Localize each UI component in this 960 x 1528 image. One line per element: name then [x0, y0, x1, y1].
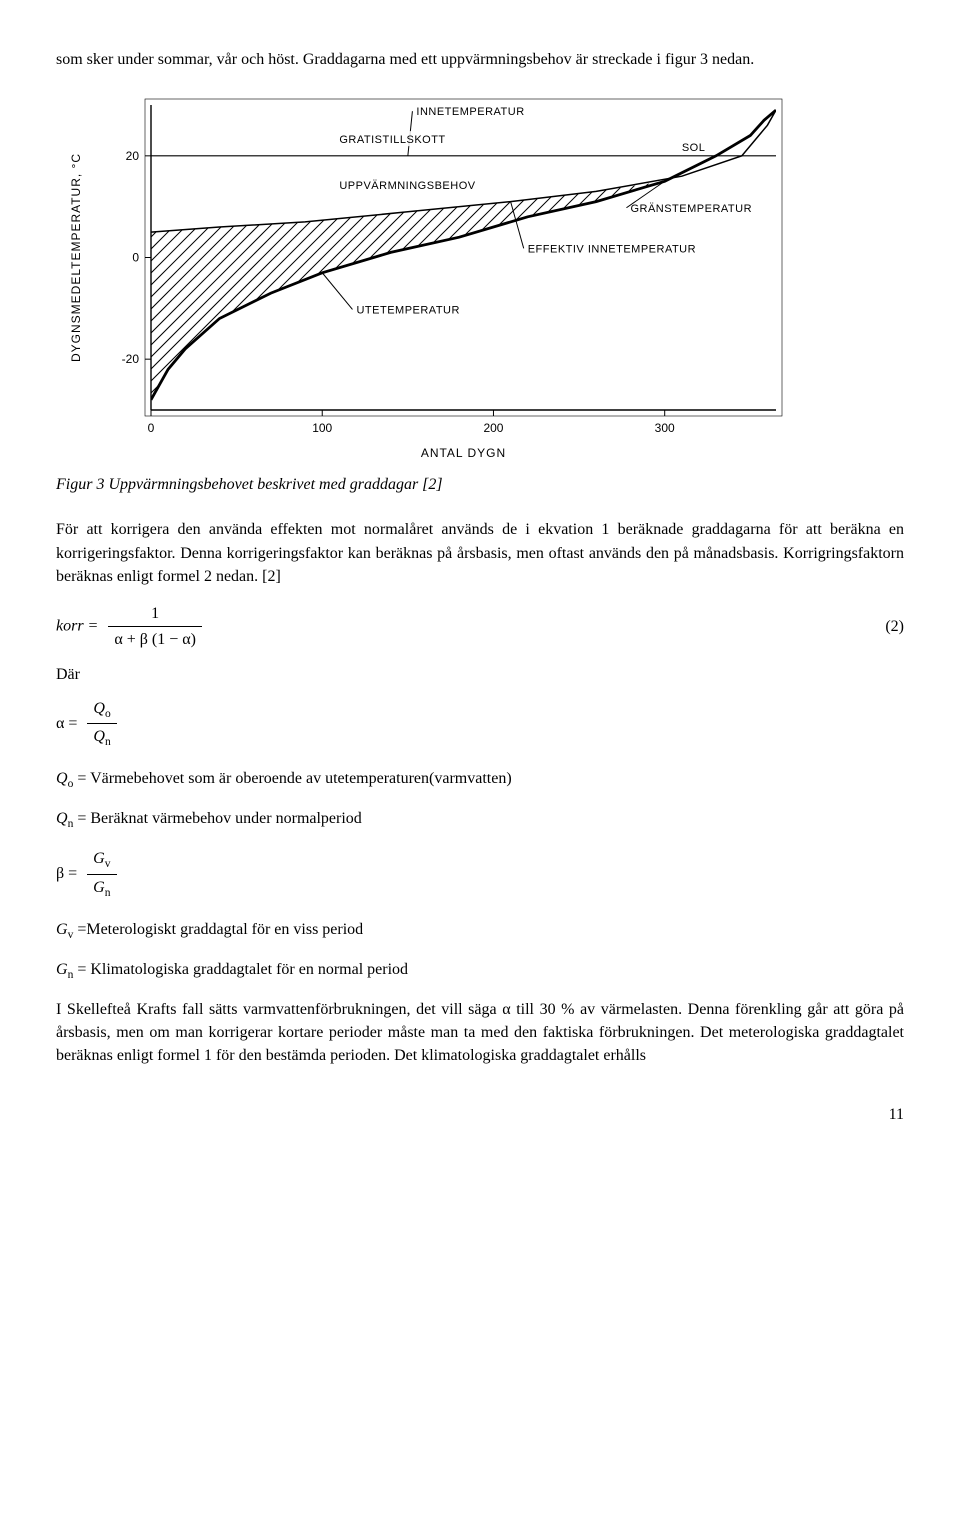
qn-definition: Qn = Beräknat värmebehov under normalper…	[56, 807, 904, 833]
alpha-num-sub: o	[105, 708, 111, 720]
svg-text:200: 200	[483, 421, 503, 435]
qo-rest: = Värmebehovet som är oberoende av utete…	[73, 770, 511, 787]
eq2-tag: (2)	[885, 615, 904, 638]
eq2-den: α + β (1 − α)	[108, 627, 202, 651]
beta-num-sym: G	[93, 850, 105, 867]
svg-text:-20: -20	[122, 352, 140, 366]
beta-lhs: β =	[56, 865, 77, 882]
beta-num-sub: v	[105, 858, 111, 870]
where-label: Där	[56, 663, 904, 686]
equation-2: korr = 1 α + β (1 − α) (2)	[56, 602, 904, 651]
figure-3-chart: 0 100 200 300 -20 0 20 ANTAL DYGN DYGNSMEDELTEMP…	[56, 85, 904, 465]
gv-sym: G	[56, 921, 68, 938]
svg-text:0: 0	[132, 251, 139, 265]
qn-rest: = Beräknat värmebehov under normalperiod	[73, 810, 361, 827]
qo-definition: Qo = Värmebehovet som är oberoende av ut…	[56, 767, 904, 793]
paragraph-korr: För att korrigera den använda effekten m…	[56, 518, 904, 588]
svg-text:ANTAL DYGN: ANTAL DYGN	[421, 446, 506, 460]
svg-text:SOL: SOL	[682, 142, 706, 154]
gv-rest: =Meterologiskt graddagtal för en viss pe…	[73, 921, 363, 938]
gn-sym: G	[56, 961, 68, 978]
alpha-num-sym: Q	[93, 700, 105, 717]
svg-text:EFFEKTIV INNETEMPERATUR: EFFEKTIV INNETEMPERATUR	[528, 244, 696, 256]
paragraph-final: I Skellefteå Krafts fall sätts varmvatte…	[56, 998, 904, 1068]
eq2-lhs: korr =	[56, 617, 98, 634]
page-number: 11	[56, 1103, 904, 1126]
qo-sym: Q	[56, 770, 68, 787]
eq2-num: 1	[108, 602, 202, 627]
svg-text:300: 300	[655, 421, 675, 435]
svg-text:UTETEMPERATUR: UTETEMPERATUR	[356, 305, 459, 317]
gv-definition: Gv =Meterologiskt graddagtal för en viss…	[56, 918, 904, 944]
gn-definition: Gn = Klimatologiska graddagtalet för en …	[56, 958, 904, 984]
alpha-lhs: α =	[56, 715, 77, 732]
svg-text:GRATISTILLSKOTT: GRATISTILLSKOTT	[339, 134, 445, 146]
beta-definition: β = Gv Gn	[56, 847, 904, 902]
gn-rest: = Klimatologiska graddagtalet för en nor…	[73, 961, 408, 978]
svg-text:20: 20	[126, 149, 140, 163]
alpha-definition: α = Qo Qn	[56, 697, 904, 752]
figure-3-caption: Figur 3 Uppvärmningsbehovet beskrivet me…	[56, 473, 904, 496]
svg-text:UPPVÄRMNINGSBEHOV: UPPVÄRMNINGSBEHOV	[339, 180, 475, 192]
svg-text:DYGNSMEDELTEMPERATUR, °C: DYGNSMEDELTEMPERATUR, °C	[69, 153, 83, 362]
qn-sym: Q	[56, 810, 68, 827]
beta-den-sub: n	[105, 887, 111, 899]
paragraph-intro: som sker under sommar, vår och höst. Gra…	[56, 48, 904, 71]
alpha-den-sym: Q	[93, 728, 105, 745]
svg-text:GRÄNSTEMPERATUR: GRÄNSTEMPERATUR	[630, 203, 752, 215]
alpha-den-sub: n	[105, 737, 111, 749]
svg-text:INNETEMPERATUR: INNETEMPERATUR	[416, 106, 524, 118]
svg-text:0: 0	[148, 421, 155, 435]
svg-text:100: 100	[312, 421, 332, 435]
beta-den-sym: G	[93, 879, 105, 896]
